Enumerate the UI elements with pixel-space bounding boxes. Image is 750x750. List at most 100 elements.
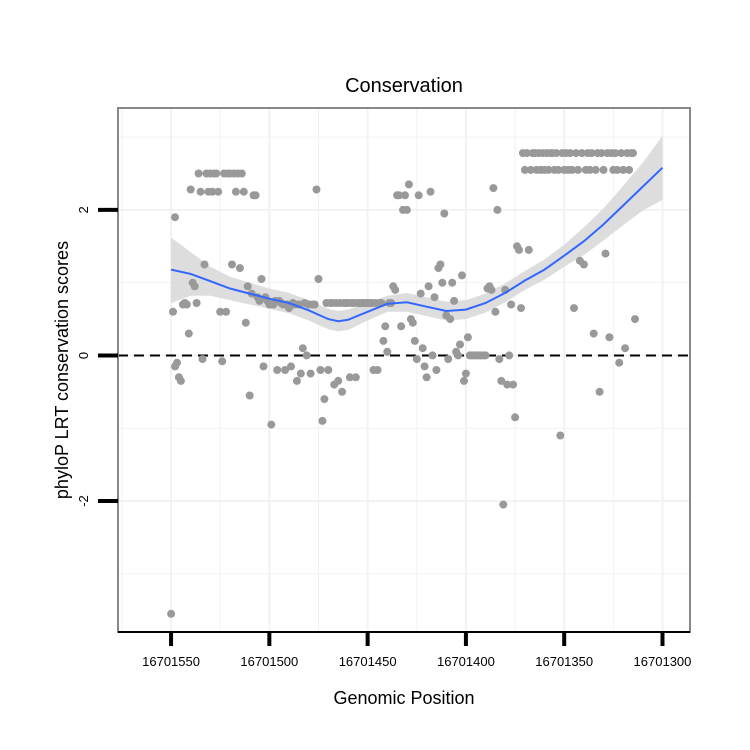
data-point	[310, 300, 319, 309]
x-tick-label: 16701300	[634, 654, 692, 669]
data-point	[524, 245, 533, 254]
data-point	[237, 169, 246, 178]
data-point	[314, 275, 323, 283]
data-point	[231, 187, 240, 196]
data-point	[579, 260, 588, 269]
data-point	[611, 149, 620, 158]
data-point	[454, 351, 463, 360]
data-point	[566, 149, 575, 158]
data-point	[432, 366, 441, 374]
data-point	[460, 376, 468, 385]
data-point	[324, 366, 333, 374]
data-point	[259, 362, 268, 371]
data-point	[194, 169, 203, 178]
data-point	[292, 376, 301, 385]
data-point	[554, 165, 563, 174]
data-point	[595, 387, 604, 396]
data-point	[461, 369, 470, 378]
data-point	[176, 376, 185, 385]
data-point	[318, 416, 327, 425]
data-point	[491, 307, 500, 316]
data-point	[426, 187, 435, 196]
data-point	[245, 391, 254, 400]
data-point	[351, 373, 360, 382]
data-point	[613, 165, 622, 174]
data-point	[338, 387, 347, 396]
data-point	[218, 357, 227, 366]
chart-title: Conservation	[345, 75, 463, 97]
data-point	[312, 185, 321, 194]
data-point	[410, 336, 419, 345]
points-layer	[167, 149, 639, 618]
data-point	[200, 260, 209, 269]
data-point	[615, 358, 624, 367]
data-point	[391, 285, 400, 294]
data-point	[597, 149, 606, 158]
data-point	[182, 300, 191, 309]
data-point	[617, 149, 626, 158]
data-point	[619, 165, 628, 174]
data-point	[522, 149, 531, 158]
data-point	[320, 395, 329, 404]
data-point	[397, 322, 406, 331]
data-point	[167, 609, 176, 618]
data-point	[235, 264, 244, 273]
data-point	[509, 380, 518, 389]
data-point	[463, 333, 472, 342]
data-point	[440, 209, 449, 218]
data-point	[208, 187, 217, 196]
data-point	[408, 318, 417, 327]
data-point	[556, 431, 565, 440]
data-point	[599, 165, 608, 174]
data-point	[507, 300, 516, 309]
data-point	[251, 191, 260, 200]
data-point	[345, 373, 354, 382]
data-point	[306, 369, 315, 378]
grid-lines	[118, 108, 690, 632]
data-point	[631, 315, 639, 324]
data-point	[552, 149, 561, 158]
data-point	[605, 333, 614, 342]
x-tick-label: 16701450	[339, 654, 397, 669]
data-point	[499, 500, 508, 509]
data-point	[503, 380, 512, 389]
data-point	[222, 307, 231, 316]
data-point	[517, 304, 525, 313]
x-tick-label: 16701400	[437, 654, 495, 669]
smooth-line	[170, 166, 664, 323]
data-point	[281, 366, 290, 374]
x-tick-label: 16701500	[240, 654, 298, 669]
data-point	[395, 191, 404, 200]
data-point	[621, 344, 630, 353]
data-point	[401, 191, 409, 200]
data-point	[243, 282, 252, 291]
data-point	[574, 165, 582, 174]
data-point	[171, 213, 179, 222]
data-point	[591, 165, 600, 174]
data-point	[572, 149, 580, 158]
data-point	[629, 149, 637, 158]
y-tick-label: 0	[76, 352, 91, 359]
data-point	[228, 260, 236, 269]
data-point	[418, 344, 427, 353]
data-point	[458, 271, 466, 280]
data-point	[587, 149, 596, 158]
panel-border	[117, 107, 691, 633]
data-point	[446, 315, 455, 324]
data-point	[520, 165, 529, 174]
data-point	[570, 304, 578, 313]
data-point	[577, 149, 586, 158]
data-point	[198, 355, 207, 364]
data-point	[298, 344, 307, 353]
data-point	[267, 420, 276, 429]
smooth-layer	[170, 166, 664, 323]
data-point	[302, 351, 311, 360]
y-tick-label: -2	[76, 495, 91, 507]
data-point	[404, 180, 413, 189]
data-point	[241, 318, 250, 327]
y-tick-label: 2	[76, 206, 91, 213]
data-point	[515, 245, 523, 254]
data-point	[526, 165, 535, 174]
data-point	[373, 366, 382, 374]
data-point	[424, 282, 433, 291]
